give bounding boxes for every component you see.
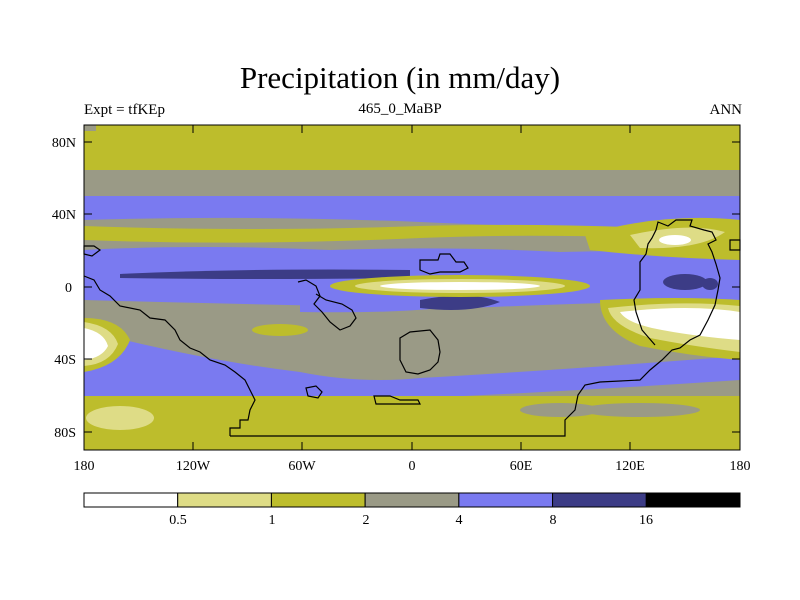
east-continent-outline [230,219,721,437]
precipitation-field [84,125,740,450]
small-island-outline [305,385,323,399]
tropical-max-blob [420,295,500,310]
continent-outlines [83,219,741,437]
colorbar-label: 4 [456,513,463,528]
southern-island-outline [373,395,421,405]
y-tick-label: 80S [54,426,76,441]
equatorial-dry-core [380,282,540,290]
dry-patch-1 [252,324,308,336]
monsoon-max [663,274,707,290]
west-dry-core [84,328,108,360]
colorbar-label: 0.5 [169,513,187,528]
tropical-max-band [120,269,410,279]
polar-gray-patch [580,403,700,417]
south-continent-outline [83,275,256,436]
north-subtropic-band [84,224,740,243]
north-continent-outline [419,253,469,275]
x-tick-label: 180 [730,459,751,474]
colorbar [83,492,741,508]
y-tick-marks [84,141,740,433]
south-subtropic-band [84,312,740,336]
y-tick-label: 80N [52,136,76,151]
colorbar-swatch [83,492,179,508]
colorbar-swatch [458,492,554,508]
y-tick-label: 0 [65,281,72,296]
polar-gray-patch-2 [520,403,600,417]
north-dry-core [659,235,691,245]
x-tick-label: 60E [510,459,533,474]
y-tick-label: 40S [54,353,76,368]
period-label: 465_0_MaBP [358,101,442,117]
colorbar-label: 8 [550,513,557,528]
colorbar-swatch [552,492,647,508]
monsoon-max-small [702,278,718,290]
western-coast-outline [297,279,357,331]
colorbar-swatch [364,492,460,508]
north-storm-band [84,196,740,228]
colorbar-label: 16 [639,513,653,528]
map-title: Precipitation (in mm/day) [239,60,561,95]
x-tick-label: 120E [615,459,645,474]
corner-patch [84,125,96,131]
polar-dry-patch [86,406,154,430]
north-dry-band [84,170,740,196]
inner-island-outline [399,329,441,375]
south-storm-band [84,330,740,401]
colorbar-swatch [270,492,366,508]
season-label: ANN [709,102,743,118]
colorbar-swatch [645,492,741,508]
x-tick-label: 120W [176,459,211,474]
experiment-label: Expt = tfKEp [84,102,165,118]
x-tick-marks [192,125,631,450]
colorbar-swatch [177,492,272,508]
y-tick-label: 40N [52,208,76,223]
colorbar-label: 1 [269,513,276,528]
x-tick-label: 180 [74,459,95,474]
colorbar-label: 2 [363,513,370,528]
x-tick-label: 0 [409,459,416,474]
x-tick-label: 60W [288,459,316,474]
